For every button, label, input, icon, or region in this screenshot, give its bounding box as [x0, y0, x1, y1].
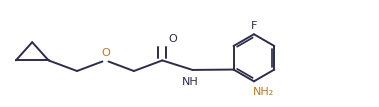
Text: O: O [168, 34, 177, 44]
Text: F: F [251, 21, 257, 31]
Text: NH: NH [182, 77, 199, 87]
Text: O: O [101, 48, 110, 58]
Text: NH₂: NH₂ [253, 87, 274, 97]
